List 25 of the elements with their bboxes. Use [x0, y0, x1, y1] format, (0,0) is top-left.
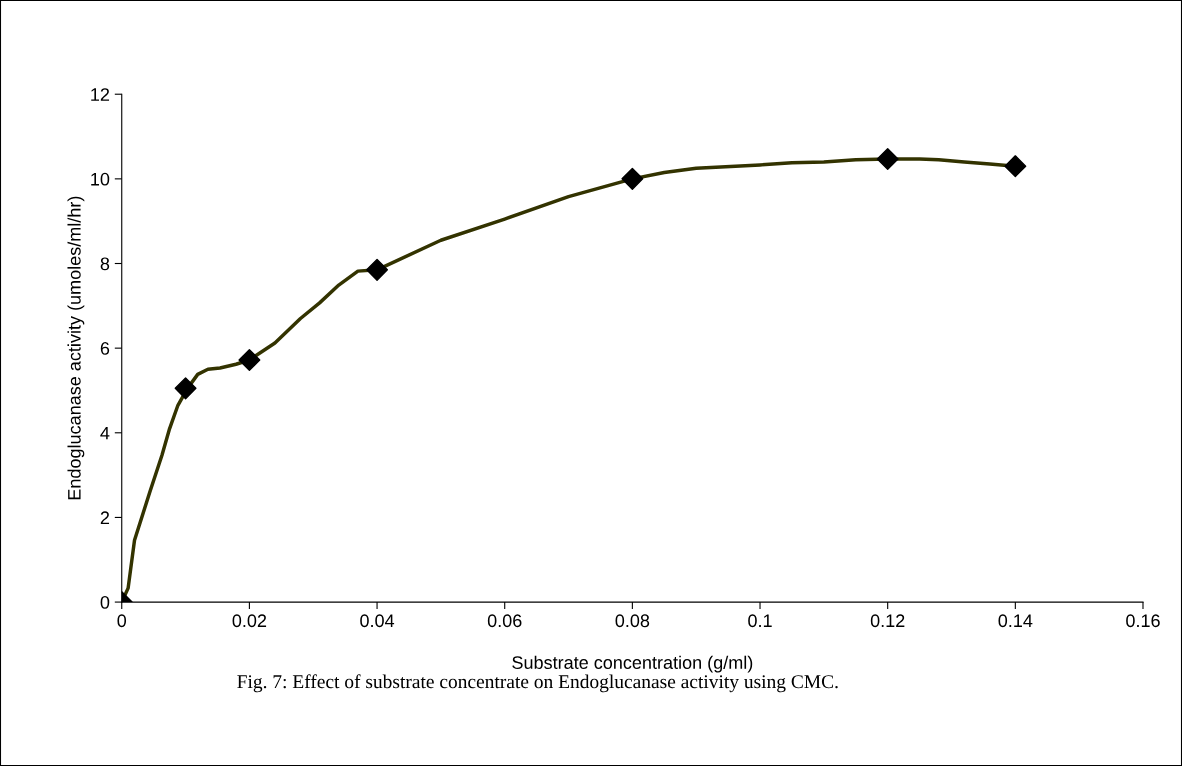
y-axis-title: Endoglucanase activity (umoles/ml/hr) [67, 196, 85, 500]
x-tick-label: 0.06 [487, 614, 522, 628]
y-tick-label: 12 [91, 88, 110, 101]
y-tick-label: 0 [100, 596, 110, 609]
point [876, 147, 899, 170]
point [621, 167, 644, 190]
x-tick-label: 0.02 [232, 614, 267, 628]
point [1004, 155, 1027, 178]
point [174, 377, 197, 400]
x-tick-label: 0.12 [870, 614, 905, 628]
x-tick-label: 0 [117, 614, 127, 628]
y-tick-label: 2 [100, 511, 110, 524]
y-tick-label: 4 [100, 426, 110, 440]
y-tick-label: 6 [100, 342, 110, 355]
x-tick-label: 0.16 [1126, 614, 1160, 628]
point [366, 258, 389, 281]
y-tick-label: 10 [91, 172, 110, 186]
caption: Fig. 7: Effect of substrate concentrate on Endoglucanase activity using CMC. [237, 674, 838, 693]
x-tick-label: 0.14 [998, 614, 1033, 628]
x-axis-title: Substrate concentration (g/ml) [512, 655, 753, 673]
x-tick-label: 0.1 [748, 614, 772, 628]
x-tick-label: 0.08 [615, 614, 650, 628]
y-tick-label: 8 [100, 257, 110, 271]
point [238, 349, 261, 371]
x-tick-label: 0.04 [360, 614, 395, 628]
